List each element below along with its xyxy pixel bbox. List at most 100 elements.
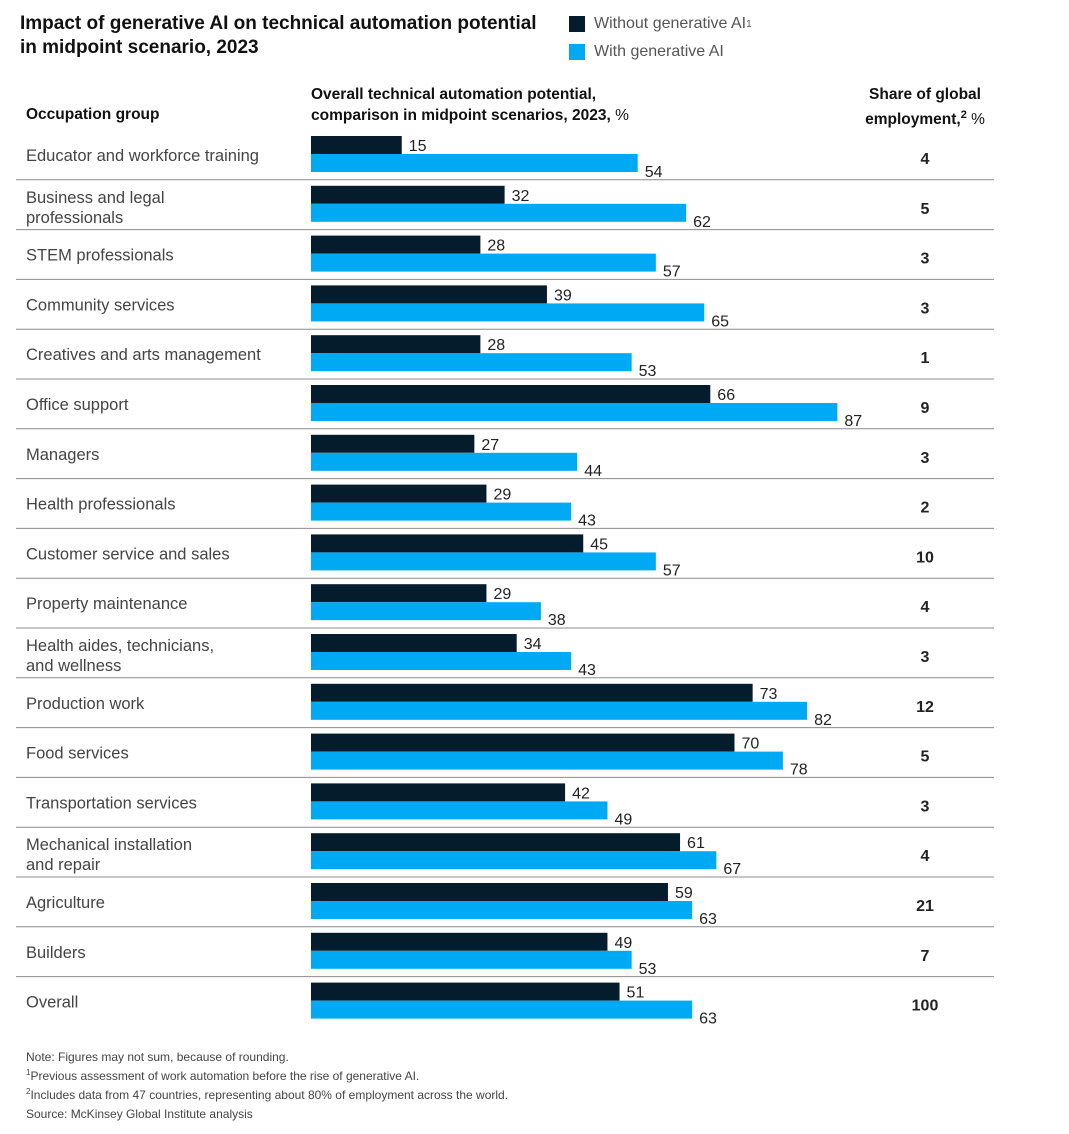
bar-with-genai	[311, 751, 783, 770]
bar-with-genai	[311, 552, 656, 571]
overall-header-line1: Overall technical automation potential,	[311, 86, 597, 103]
share-employment-value: 3	[921, 798, 930, 815]
category-label: Food services	[26, 745, 129, 763]
share-employment-value: 4	[921, 151, 930, 168]
data-label: 65	[711, 313, 729, 330]
category-label: Health aides, technicians,	[26, 637, 214, 655]
bar-with-genai	[311, 801, 608, 820]
share-employment-value: 10	[916, 549, 934, 566]
bar-without-genai	[311, 883, 668, 901]
category-label: Production work	[26, 695, 145, 713]
share-employment-header: Share of global employment,2 %	[850, 84, 1000, 130]
note-line: Note: Figures may not sum, because of ro…	[26, 1050, 289, 1064]
bar-with-genai	[311, 851, 717, 870]
share-header-line2: employment,	[865, 111, 961, 129]
legend-swatch-without	[569, 16, 585, 32]
chart-title: Impact of generative AI on technical aut…	[20, 13, 537, 58]
data-label: 43	[578, 662, 596, 679]
share-employment-value: 1	[921, 350, 930, 367]
share-employment-value: 2	[921, 500, 930, 517]
bar-without-genai	[311, 982, 620, 1001]
bar-with-genai	[311, 652, 572, 670]
legend: Without generative AI 1 With generative A…	[569, 10, 752, 66]
legend-item-with: With generative AI	[569, 38, 752, 66]
bar-without-genai	[311, 185, 505, 204]
note-marker: 1	[26, 1068, 31, 1077]
bar-without-genai	[311, 683, 753, 702]
category-label: Agriculture	[26, 894, 105, 912]
share-employment-value: 4	[921, 599, 930, 616]
data-label: 27	[481, 437, 499, 454]
bar-without-genai	[311, 385, 711, 403]
legend-label-without: Without generative AI	[594, 15, 747, 32]
overall-potential-header: Overall technical automation potential, …	[311, 84, 629, 126]
bar-without-genai	[311, 634, 517, 652]
share-employment-value: 7	[921, 948, 930, 965]
data-label: 73	[760, 686, 778, 703]
share-employment-value: 3	[921, 300, 930, 317]
legend-swatch-with	[569, 44, 585, 60]
data-label: 42	[572, 785, 590, 802]
share-header-footnote-marker: 2	[960, 109, 967, 121]
note-line: Source: McKinsey Global Institute analys…	[26, 1107, 253, 1121]
share-employment-value: 5	[921, 201, 930, 218]
data-label: 34	[524, 636, 542, 653]
share-header-line1: Share of global	[869, 86, 981, 103]
bar-with-genai	[311, 203, 687, 222]
data-label: 29	[493, 487, 511, 504]
category-label: Overall	[26, 994, 78, 1012]
footnotes: Note: Figures may not sum, because of ro…	[26, 1046, 508, 1122]
bar-without-genai	[311, 932, 608, 951]
data-label: 45	[590, 536, 608, 553]
data-label: 78	[790, 762, 808, 779]
category-label: Educator and workforce training	[26, 147, 259, 165]
data-label: 28	[487, 238, 505, 255]
data-label: 54	[645, 164, 663, 181]
data-label: 87	[844, 413, 862, 430]
bar-with-genai	[311, 353, 632, 372]
category-label: Mechanical installation	[26, 836, 192, 854]
bar-without-genai	[311, 783, 566, 802]
overall-header-line2: comparison in midpoint scenarios, 2023,	[311, 107, 611, 124]
bar-with-genai	[311, 950, 632, 969]
data-label: 49	[614, 811, 632, 828]
bar-without-genai	[311, 285, 547, 304]
share-employment-value: 3	[921, 251, 930, 268]
bar-with-genai	[311, 901, 693, 919]
category-label: professionals	[26, 209, 123, 227]
category-label: Health professionals	[26, 496, 176, 514]
legend-item-without: Without generative AI 1	[569, 10, 752, 38]
share-employment-value: 4	[921, 848, 930, 865]
data-label: 15	[409, 138, 427, 155]
share-employment-value: 5	[921, 749, 930, 766]
share-employment-value: 12	[916, 699, 934, 716]
data-label: 32	[512, 188, 530, 205]
bar-without-genai	[311, 833, 681, 852]
data-label: 63	[699, 911, 717, 928]
share-header-unit: %	[971, 111, 985, 129]
bar-without-genai	[311, 335, 481, 354]
data-label: 44	[584, 463, 602, 480]
overall-header-unit: %	[615, 107, 629, 124]
data-label: 43	[578, 513, 596, 530]
category-label: Managers	[26, 446, 99, 464]
share-employment-value: 21	[916, 898, 934, 915]
occupation-header: Occupation group	[26, 106, 160, 123]
category-label: Community services	[26, 296, 175, 314]
data-label: 82	[814, 712, 832, 729]
data-label: 59	[675, 885, 693, 902]
legend-footnote-marker: 1	[746, 18, 752, 30]
data-label: 57	[663, 264, 681, 281]
data-label: 39	[554, 287, 572, 304]
legend-label-with: With generative AI	[594, 43, 724, 60]
category-label: and wellness	[26, 657, 121, 675]
bar-with-genai	[311, 1000, 693, 1019]
bar-with-genai	[311, 602, 541, 621]
data-label: 53	[639, 961, 657, 978]
data-label: 38	[548, 612, 566, 629]
bar-with-genai	[311, 403, 838, 421]
category-label: Customer service and sales	[26, 545, 230, 563]
data-label: 28	[487, 337, 505, 354]
data-label: 62	[693, 214, 711, 231]
data-label: 51	[627, 985, 645, 1002]
